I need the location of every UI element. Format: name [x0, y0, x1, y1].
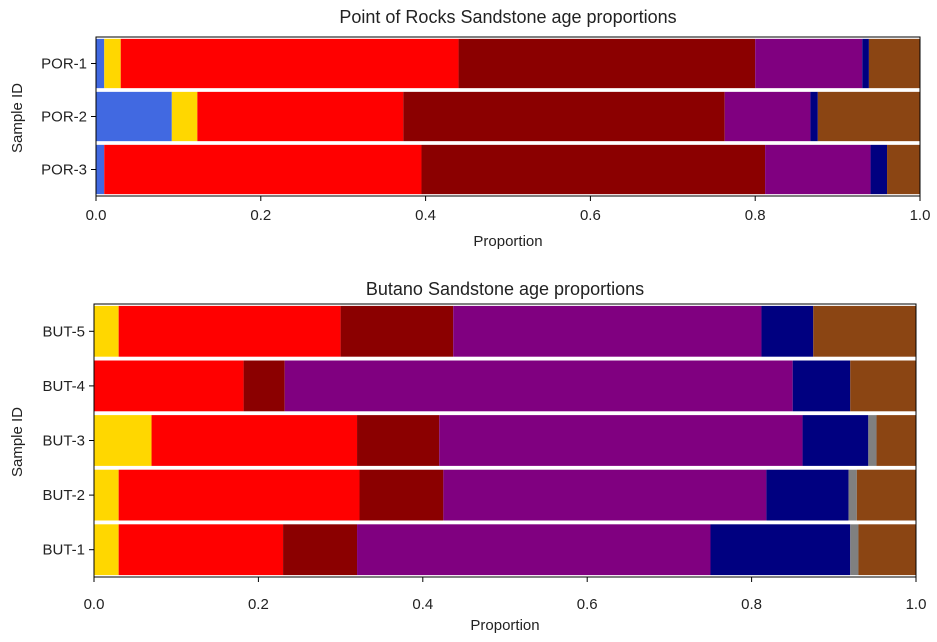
por-ytick-label: POR-1 — [41, 56, 87, 73]
por-axes-frame — [95, 36, 921, 197]
por-xtick-label: 0.0 — [86, 207, 107, 224]
but-x-axis-label: Proportion — [470, 617, 539, 634]
por-bar-por-1-seg-5 — [862, 38, 869, 89]
por-ytick-label: POR-2 — [41, 109, 87, 126]
por-bar-por-3-seg-5 — [870, 144, 888, 195]
but-xtick-label: 0.0 — [84, 596, 105, 613]
but-bar-but-5-seg-5 — [761, 305, 814, 357]
but-axes-frame — [93, 303, 917, 578]
por-bar-por-3-seg-0 — [96, 144, 105, 195]
por-bar-por-2-seg-1 — [171, 91, 198, 142]
por-bar-por-3-seg-7 — [887, 144, 920, 195]
por-bar-por-1-seg-0 — [96, 38, 105, 89]
but-ytick-label: BUT-4 — [42, 378, 85, 395]
por-chart-title: Point of Rocks Sandstone age proportions — [339, 7, 676, 27]
but-xtick-label: 1.0 — [906, 596, 927, 613]
but-bar-but-3-seg-7 — [876, 415, 916, 466]
but-bar-but-2-seg-4 — [443, 469, 767, 521]
but-bar-but-3-seg-2 — [151, 415, 358, 466]
but-ytick-label: BUT-5 — [42, 323, 85, 340]
but-bar-but-1-seg-1 — [94, 524, 119, 576]
por-y-axis-label: Sample ID — [9, 83, 26, 153]
but-xtick-label: 0.2 — [248, 596, 269, 613]
but-bar-but-1-seg-2 — [118, 524, 284, 576]
but-bar-but-5-seg-2 — [118, 305, 341, 357]
but-bar-but-5-seg-7 — [813, 305, 916, 357]
but-bar-but-5-seg-4 — [453, 305, 762, 357]
por-chart: POR-1 POR-2 POR-3 0.0 0.2 0.4 0.6 0.8 1.0 Point o… — [9, 7, 930, 250]
but-bar-but-4-seg-5 — [792, 360, 851, 412]
but-bar-but-2-seg-5 — [766, 469, 849, 521]
but-xtick-label: 0.6 — [577, 596, 598, 613]
but-bar-but-5-seg-3 — [340, 305, 454, 357]
por-bar-por-2-seg-2 — [197, 91, 404, 142]
but-bar-but-3-seg-1 — [94, 415, 152, 466]
por-x-axis-label: Proportion — [473, 233, 542, 250]
but-ytick-label: BUT-2 — [42, 487, 85, 504]
but-bar-but-4-seg-4 — [284, 360, 793, 412]
por-bar-por-2-seg-3 — [403, 91, 725, 142]
but-bar-but-5-seg-1 — [94, 305, 119, 357]
but-bar-but-1-seg-4 — [357, 524, 711, 576]
por-bar-por-2-seg-0 — [96, 91, 172, 142]
but-bar-but-1-seg-3 — [283, 524, 358, 576]
but-bar-but-4-seg-2 — [94, 360, 244, 412]
but-chart-title: Butano Sandstone age proportions — [366, 279, 644, 299]
but-bar-but-3-seg-6 — [868, 415, 877, 466]
por-bar-por-2-seg-5 — [810, 91, 818, 142]
but-bar-but-2-seg-2 — [118, 469, 360, 521]
por-bar-por-3-seg-3 — [421, 144, 766, 195]
but-bar-but-2-seg-6 — [848, 469, 857, 521]
por-bar-por-1-seg-2 — [120, 38, 459, 89]
por-bar-por-1-seg-3 — [458, 38, 756, 89]
por-xtick-label: 0.6 — [580, 207, 601, 224]
but-bar-but-3-seg-5 — [802, 415, 869, 466]
por-ytick-label: POR-3 — [41, 162, 87, 179]
but-bar-but-2-seg-7 — [856, 469, 916, 521]
but-ytick-label: BUT-3 — [42, 433, 85, 450]
por-xtick-label: 0.4 — [415, 207, 436, 224]
por-bar-por-2-seg-4 — [724, 91, 811, 142]
por-bar-por-1-seg-1 — [104, 38, 121, 89]
but-bar-but-3-seg-3 — [357, 415, 440, 466]
por-bar-por-3-seg-4 — [765, 144, 871, 195]
por-bar-por-1-seg-4 — [755, 38, 863, 89]
but-y-axis-label: Sample ID — [9, 407, 26, 477]
but-bar-but-1-seg-7 — [858, 524, 916, 576]
but-ytick-label: BUT-1 — [42, 542, 85, 559]
por-xtick-label: 0.2 — [250, 207, 271, 224]
but-chart: BUT-5 BUT-4 BUT-3 BUT-2 BUT-1 0.0 0.2 0.4 0.6 0.8… — [9, 279, 926, 634]
but-bar-but-4-seg-3 — [243, 360, 285, 412]
but-bar-but-1-seg-5 — [710, 524, 851, 576]
por-xtick-label: 0.8 — [745, 207, 766, 224]
por-bar-por-2-seg-7 — [817, 91, 920, 142]
but-bar-but-3-seg-4 — [439, 415, 803, 466]
por-bar-por-1-seg-7 — [868, 38, 920, 89]
por-bar-por-3-seg-2 — [104, 144, 422, 195]
but-xtick-label: 0.8 — [741, 596, 762, 613]
but-bar-but-1-seg-6 — [850, 524, 859, 576]
but-xtick-label: 0.4 — [412, 596, 433, 613]
but-bar-but-2-seg-3 — [359, 469, 444, 521]
por-xtick-label: 1.0 — [910, 207, 931, 224]
but-bar-but-2-seg-1 — [94, 469, 119, 521]
but-bar-but-4-seg-7 — [850, 360, 916, 412]
